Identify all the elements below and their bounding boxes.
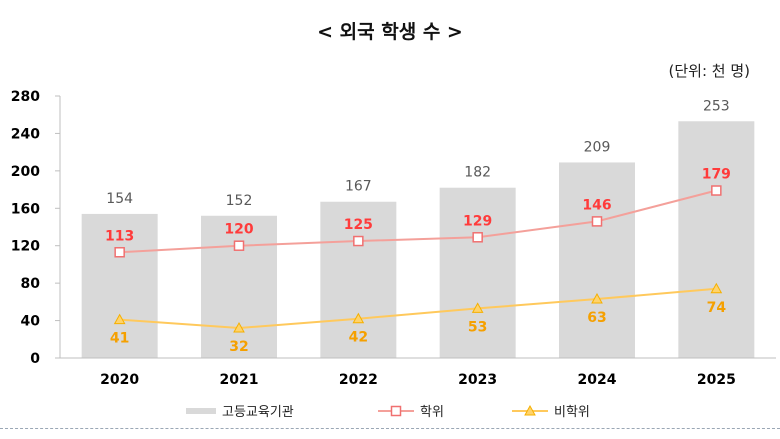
non-degree-point: [352, 312, 365, 324]
x-tick-label: 2023: [458, 372, 497, 388]
y-tick-label: 80: [21, 276, 41, 292]
bar-value-label: 209: [584, 139, 611, 155]
y-tick-label: 160: [11, 201, 40, 217]
x-tick-label: 2024: [578, 372, 617, 388]
degree-value-label: 125: [344, 217, 373, 233]
legend: 고등교육기관 학위 비학위: [186, 404, 590, 420]
bar: [320, 201, 397, 358]
bar-value-label: 167: [345, 179, 372, 195]
x-tick-label: 2025: [697, 372, 736, 388]
degree-point: [472, 232, 483, 243]
y-tick-label: 0: [30, 351, 40, 367]
x-tick-label: 2022: [339, 372, 378, 388]
y-tick-label: 240: [11, 126, 40, 142]
non-degree-value-label: 53: [468, 319, 487, 335]
y-tick-label: 280: [11, 89, 40, 105]
non-degree-line: [119, 287, 717, 330]
non-degree-point: [591, 293, 603, 304]
bar: [678, 121, 755, 358]
bar-value-label: 253: [703, 98, 730, 114]
non-degree-value-label: 32: [229, 339, 248, 355]
legend-marker-non-degree: [524, 404, 536, 416]
degree-point: [353, 235, 364, 247]
non-degree-value-label: 42: [349, 330, 368, 346]
x-tick-label: 2021: [220, 372, 259, 388]
degree-value-label: 129: [463, 213, 492, 229]
non-degree-value-label: 41: [110, 331, 129, 347]
x-tick-label: 2020: [100, 372, 139, 388]
degree-point: [711, 185, 722, 196]
bar: [201, 215, 277, 358]
y-tick-label: 40: [21, 314, 41, 330]
bar: [439, 187, 516, 358]
non-degree-value-label: 74: [707, 300, 727, 316]
y-axis: 0 40 80 120 160 200 240 280: [11, 89, 61, 367]
legend-marker-degree: [390, 405, 402, 417]
degree-value-label: 120: [224, 222, 253, 238]
bar: [559, 162, 635, 358]
y-tick-label: 120: [11, 239, 40, 255]
line-series: [113, 185, 723, 333]
degree-point: [114, 247, 125, 258]
legend-label-bar: 고등교육기관: [222, 405, 294, 420]
bar: [81, 213, 158, 358]
x-axis: 2020 2021 2022 2023 2024 2025: [60, 357, 776, 388]
degree-point: [591, 216, 603, 227]
non-degree-value-label: 63: [587, 310, 606, 326]
chart-title: < 외국 학생 수 >: [317, 21, 463, 43]
degree-value-label: 179: [702, 167, 731, 183]
non-degree-point: [471, 302, 484, 313]
degree-value-label: 113: [105, 228, 134, 244]
unit-label: (단위: 천 명): [669, 62, 751, 80]
bar-value-label: 182: [464, 165, 491, 181]
bar-series: [81, 121, 755, 358]
non-degree-point: [233, 322, 245, 333]
non-degree-point: [710, 282, 723, 294]
y-tick-label: 200: [11, 164, 40, 180]
degree-line: [119, 189, 717, 254]
bar-value-label: 154: [106, 191, 133, 207]
legend-label-non-degree: 비학위: [554, 405, 590, 420]
degree-point: [233, 240, 245, 251]
bottom-divider: [0, 428, 780, 429]
legend-label-degree: 학위: [420, 405, 444, 420]
non-degree-point: [113, 313, 126, 325]
data-labels: 154 152 167 182 209 253 113 120 125 129 146 179 41 32…: [105, 98, 731, 355]
bar-value-label: 152: [226, 193, 253, 209]
degree-value-label: 146: [582, 197, 611, 213]
